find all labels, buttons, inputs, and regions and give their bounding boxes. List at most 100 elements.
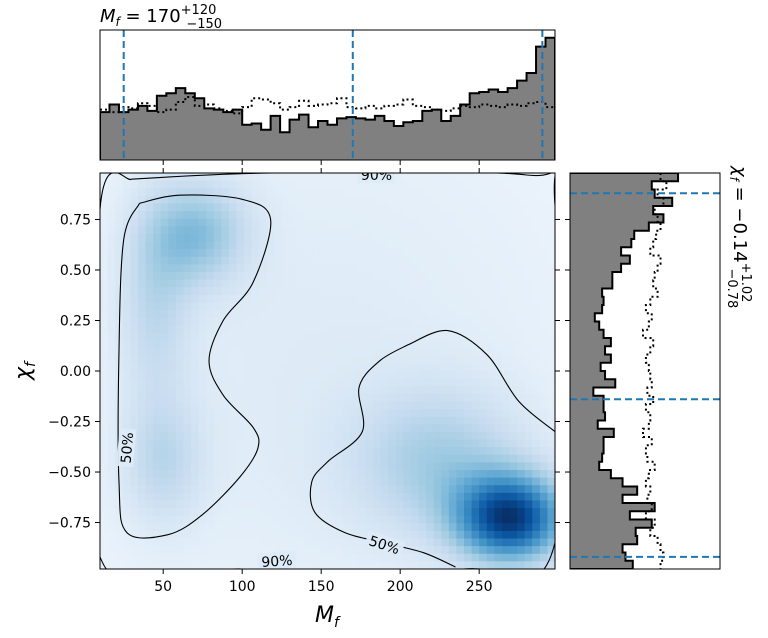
heatmap-cell	[441, 386, 450, 395]
heatmap-cell	[471, 386, 480, 395]
heatmap-cell	[327, 226, 336, 235]
heatmap-cell	[183, 500, 192, 509]
heatmap-cell	[266, 226, 276, 235]
heatmap-cell	[539, 279, 549, 288]
heatmap-cell	[228, 378, 238, 387]
heatmap-cell	[160, 279, 169, 288]
heatmap-cell	[115, 561, 124, 569]
y-tick-label: 0.75	[60, 212, 91, 228]
heatmap-cell	[145, 553, 154, 562]
heatmap-cell	[532, 431, 541, 441]
heatmap-cell	[304, 264, 313, 273]
heatmap-cell	[191, 454, 200, 463]
heatmap-cell	[130, 477, 139, 486]
heatmap-cell	[153, 424, 162, 433]
heatmap-cell	[297, 188, 306, 197]
heatmap-cell	[335, 317, 344, 326]
heatmap-cell	[289, 218, 298, 227]
heatmap-cell	[464, 378, 473, 387]
heatmap-cell	[479, 264, 488, 273]
heatmap-cell	[168, 264, 177, 273]
heatmap-cell	[175, 553, 185, 562]
heatmap-cell	[198, 401, 207, 410]
heatmap-cell	[244, 203, 253, 212]
heatmap-cell	[274, 272, 283, 281]
heatmap-cell	[327, 431, 336, 441]
heatmap-cell	[342, 530, 351, 540]
heatmap-cell	[145, 500, 154, 509]
heatmap-cell	[547, 477, 555, 486]
heatmap-cell	[168, 523, 177, 532]
heatmap-cell	[365, 462, 374, 471]
heatmap-cell	[524, 325, 533, 334]
top-hist-bar	[327, 124, 338, 160]
heatmap-cell	[365, 211, 374, 220]
heatmap-cell	[282, 378, 291, 387]
heatmap-cell	[282, 431, 291, 441]
heatmap-cell	[221, 264, 230, 273]
heatmap-cell	[532, 500, 541, 509]
heatmap-cell	[312, 332, 321, 342]
heatmap-cell	[388, 241, 397, 250]
heatmap-cell	[418, 462, 427, 471]
x-tick-label: 150	[308, 579, 335, 595]
heatmap-cell	[426, 348, 435, 357]
heatmap-cell	[191, 317, 200, 326]
heatmap-cell	[137, 485, 147, 494]
heatmap-cell	[433, 470, 442, 479]
heatmap-cell	[365, 409, 374, 418]
heatmap-cell	[494, 294, 503, 304]
heatmap-cell	[357, 355, 367, 364]
heatmap-cell	[357, 272, 367, 281]
heatmap-cell	[236, 378, 245, 387]
heatmap-cell	[479, 485, 488, 494]
heatmap-cell	[115, 188, 124, 197]
heatmap-cell	[403, 477, 412, 486]
heatmap-cell	[418, 553, 427, 562]
heatmap-cell	[456, 500, 465, 509]
heatmap-cell	[403, 325, 412, 334]
heatmap-cell	[130, 287, 139, 296]
heatmap-cell	[289, 470, 298, 479]
heatmap-cell	[335, 302, 344, 311]
heatmap-cell	[479, 195, 488, 205]
heatmap-cell	[395, 294, 404, 304]
heatmap-cell	[183, 378, 192, 387]
heatmap-cell	[213, 340, 222, 349]
heatmap-cell	[319, 470, 329, 479]
heatmap-cell	[282, 454, 291, 463]
heatmap-cell	[327, 378, 336, 387]
heatmap-cell	[418, 409, 427, 418]
heatmap-cell	[100, 363, 109, 372]
heatmap-cell	[471, 393, 480, 403]
right-hist-bar	[570, 206, 654, 215]
heatmap-cell	[244, 272, 253, 281]
heatmap-cell	[365, 386, 374, 395]
heatmap-cell	[357, 485, 367, 494]
heatmap-cell	[122, 249, 131, 258]
heatmap-cell	[175, 241, 185, 250]
heatmap-cell	[175, 462, 185, 471]
heatmap-cell	[380, 317, 389, 326]
heatmap-cell	[486, 508, 495, 517]
heatmap-cell	[388, 530, 397, 540]
heatmap-cell	[342, 332, 351, 342]
heatmap-cell	[244, 515, 253, 524]
heatmap-cell	[304, 249, 313, 258]
heatmap-cell	[312, 310, 321, 319]
right-hist-bar	[570, 247, 622, 256]
heatmap-cell	[122, 226, 131, 235]
heatmap-cell	[365, 393, 374, 403]
heatmap-cell	[380, 180, 389, 189]
heatmap-cell	[153, 378, 162, 387]
heatmap-cell	[494, 378, 503, 387]
heatmap-cell	[418, 218, 427, 227]
heatmap-cell	[532, 348, 541, 357]
heatmap-cell	[448, 317, 458, 326]
heatmap-cell	[312, 302, 321, 311]
heatmap-cell	[137, 332, 147, 342]
heatmap-cell	[282, 302, 291, 311]
heatmap-cell	[319, 218, 329, 227]
heatmap-cell	[524, 553, 533, 562]
heatmap-cell	[501, 233, 511, 243]
